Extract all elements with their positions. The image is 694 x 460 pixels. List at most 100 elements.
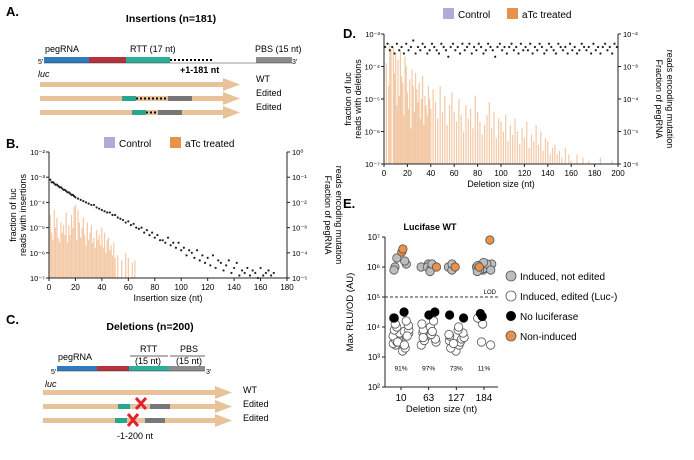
- x-tick-label: 200: [611, 169, 625, 178]
- data-point: [592, 42, 595, 45]
- data-point: [613, 42, 616, 45]
- x-tick-label: 120: [518, 169, 532, 178]
- x-axis-title: Deletion size (nt): [406, 404, 477, 415]
- bar-mark: [406, 92, 408, 164]
- data-point: [468, 42, 471, 45]
- bar-mark: [121, 260, 123, 278]
- legend-e-swatch-edited: [505, 290, 517, 302]
- data-point: [262, 274, 265, 277]
- data-point: [587, 45, 590, 49]
- bar-mark: [101, 227, 103, 278]
- bar-mark: [500, 121, 502, 164]
- data-point: [182, 246, 185, 249]
- x-tick-label: 180: [280, 283, 294, 292]
- data-point: [428, 49, 431, 52]
- x-tick-label: 60: [450, 169, 459, 178]
- data-point: [440, 42, 443, 45]
- bar-mark: [399, 50, 401, 164]
- y-tick-label-left: 10⁻⁷: [365, 160, 380, 169]
- data-point: [114, 213, 117, 217]
- data-point: [554, 52, 558, 55]
- x-tick-label: 140: [227, 283, 241, 292]
- bar-mark: [402, 82, 404, 164]
- bar-mark: [423, 125, 425, 164]
- legend-e-label-edited: Induced, edited (Luc-): [520, 292, 617, 303]
- bar-mark: [412, 86, 414, 164]
- bar-mark: [537, 144, 540, 164]
- bar-mark: [405, 66, 407, 164]
- bar-mark: [411, 69, 413, 164]
- bar-mark: [434, 102, 437, 164]
- bar-mark: [57, 237, 59, 278]
- data-point: [198, 259, 201, 262]
- panel-c-deletion-label: -1-200 nt: [117, 431, 154, 441]
- bar-mark: [418, 82, 420, 164]
- bar-mark: [388, 86, 390, 164]
- data-point: [98, 207, 101, 210]
- data-point: [480, 45, 483, 49]
- bar-mark: [484, 125, 486, 164]
- data-point: [264, 271, 267, 275]
- data-point: [519, 42, 522, 45]
- y-tick-label-left: 10⁻⁶: [30, 249, 45, 258]
- bar-mark: [462, 131, 465, 164]
- data-point: [95, 206, 98, 209]
- bar-mark: [62, 225, 65, 278]
- data-point: [140, 226, 143, 229]
- percent-label: 11%: [478, 366, 491, 373]
- bar-mark: [425, 105, 427, 164]
- panel-a-pegrna-strip: [44, 57, 292, 64]
- bar-mark: [455, 121, 458, 164]
- y-tick-label-left: 10⁻⁵: [365, 95, 380, 104]
- data-point: [489, 45, 492, 49]
- data-point: [604, 42, 607, 45]
- bar-mark: [419, 118, 421, 164]
- y-tick-label-left: 10⁻³: [30, 173, 45, 182]
- panel-c-rtt-len: (15 nt): [135, 356, 161, 366]
- data-point: [580, 42, 583, 45]
- bar-mark: [66, 242, 69, 278]
- scatter-point: [486, 265, 496, 275]
- data-point: [578, 49, 581, 52]
- scatter-point: [445, 310, 455, 320]
- bar-mark: [392, 47, 394, 164]
- data-point: [470, 52, 473, 55]
- delete-x-icon: [134, 396, 148, 411]
- panel-a-row-wt: WT: [256, 74, 270, 84]
- panel-c-rtt-label: RTT: [140, 344, 158, 354]
- panel-c-edited-arrow-1: [43, 400, 232, 413]
- bar-mark: [393, 73, 396, 164]
- bar-mark: [70, 215, 73, 278]
- y-axis-title-left-line2: reads with deletions: [353, 59, 363, 139]
- bar-mark: [51, 232, 53, 278]
- bar-mark: [426, 115, 428, 164]
- data-point: [111, 213, 114, 217]
- data-point: [444, 49, 448, 52]
- bar-mark: [53, 209, 55, 278]
- legend-b-atc-label: aTc treated: [185, 139, 234, 150]
- data-point: [547, 42, 551, 45]
- bar-mark: [98, 235, 100, 278]
- panel-b-letter: B.: [6, 136, 19, 151]
- bar-mark: [414, 73, 417, 164]
- data-point: [550, 45, 553, 49]
- data-point: [92, 203, 96, 207]
- bar-mark: [407, 108, 410, 164]
- bar-mark: [460, 115, 462, 164]
- x-tick-label: 184: [476, 393, 493, 404]
- data-point: [472, 45, 476, 49]
- bar-mark: [111, 255, 114, 278]
- bar-mark: [523, 138, 525, 164]
- panel-a-3prime: 3': [292, 59, 297, 66]
- scatter-point: [431, 262, 442, 272]
- y-tick-label-left: 10⁻²: [30, 148, 45, 157]
- panel-e: E. Lucifase WT 10² 10³ 10⁴ 10⁵ 10⁶ 10⁷ LOD 10 91…: [343, 196, 617, 415]
- bar-mark: [564, 147, 566, 164]
- percent-label: 91%: [394, 366, 407, 373]
- bar-mark: [390, 50, 392, 164]
- y-tick-label-right: 10⁻⁵: [623, 128, 638, 137]
- data-point: [575, 52, 579, 55]
- data-point: [601, 45, 604, 49]
- x-tick-label: 80: [150, 283, 159, 292]
- legend-e-swatch-not-edited: [505, 270, 517, 282]
